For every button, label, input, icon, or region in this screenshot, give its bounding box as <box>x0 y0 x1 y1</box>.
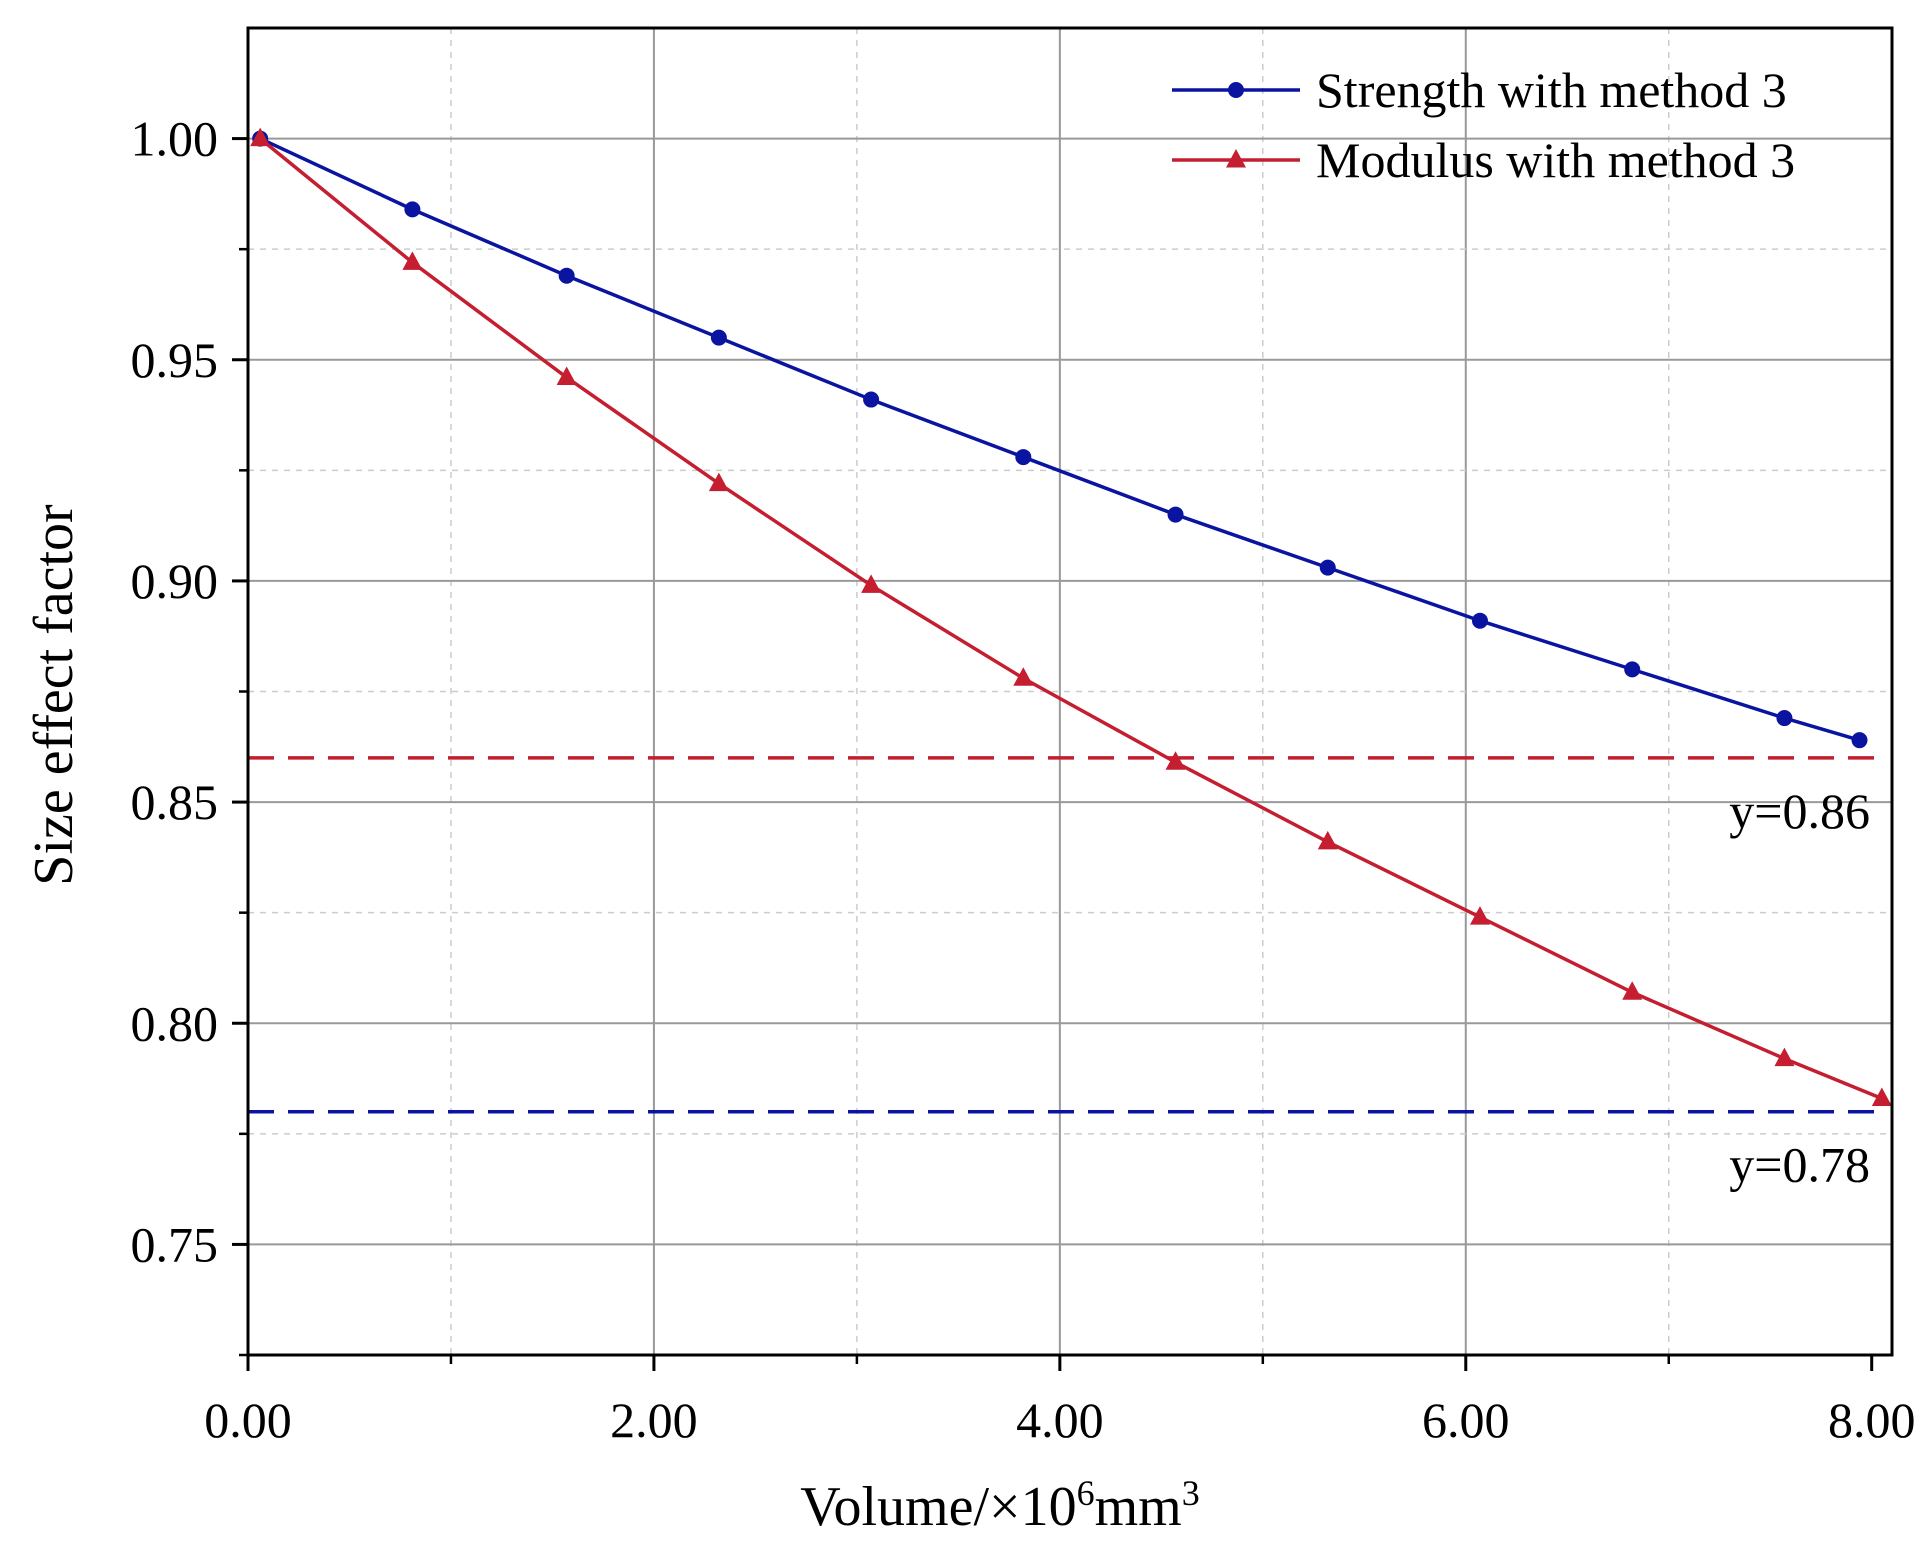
x-tick-label: 6.00 <box>1422 1392 1510 1448</box>
y-tick-label: 0.75 <box>131 1216 219 1272</box>
data-point <box>1167 506 1184 523</box>
x-axis-title-sup: 6 <box>1077 1473 1095 1513</box>
y-tick-label: 0.80 <box>131 995 219 1051</box>
data-point <box>556 366 577 385</box>
series-line <box>259 136 1861 742</box>
series-group <box>250 127 1892 1106</box>
reference-line-label: y=0.86 <box>1729 783 1870 839</box>
data-point <box>1317 830 1338 850</box>
x-axis-title: Volume/×106mm3 <box>800 1473 1199 1538</box>
data-point <box>1469 906 1490 925</box>
series-group <box>252 130 1868 749</box>
reference-lines: y=0.86 y=0.78 <box>248 756 1882 1193</box>
legend-label: Strength with method 3 <box>1316 62 1787 118</box>
data-point <box>1015 449 1032 466</box>
legend: Strength with method 3 Modulus with metho… <box>1172 62 1795 188</box>
y-tick-label: 0.85 <box>131 774 219 830</box>
data-point <box>1319 559 1336 576</box>
x-tick-label: 2.00 <box>610 1392 698 1448</box>
y-tick-label: 0.95 <box>131 332 219 388</box>
data-point <box>250 127 271 147</box>
data-point <box>1226 149 1246 168</box>
data-point <box>1228 82 1244 98</box>
x-axis-title-base: Volume/×10 <box>800 1476 1076 1538</box>
axis-ticks: 0.00 2.00 4.00 6.00 8.00 0.75 0.80 0.85 0.90 0.95… <box>131 111 1916 1448</box>
data-point <box>558 267 575 284</box>
x-tick-label: 8.00 <box>1828 1392 1916 1448</box>
data-point <box>708 472 729 492</box>
data-point <box>1013 667 1034 686</box>
data-point <box>1776 710 1793 727</box>
data-point <box>402 251 423 270</box>
reference-line-label: y=0.78 <box>1729 1137 1870 1193</box>
data-point <box>863 391 880 408</box>
data-point <box>861 574 882 593</box>
data-point <box>404 201 421 218</box>
x-axis-title-unit-sup: 3 <box>1182 1473 1200 1513</box>
legend-label: Modulus with method 3 <box>1316 132 1795 188</box>
data-point <box>1622 981 1643 1000</box>
data-point <box>1774 1047 1795 1067</box>
series-layer <box>250 127 1892 1106</box>
y-tick-label: 1.00 <box>131 111 219 167</box>
data-point <box>1871 1087 1892 1106</box>
data-point <box>1624 661 1641 678</box>
data-point <box>1165 751 1186 770</box>
x-axis-title-unit: mm <box>1095 1476 1182 1538</box>
data-point <box>1851 732 1868 749</box>
data-point <box>1471 612 1488 629</box>
series-line <box>259 137 1883 1101</box>
y-axis-title: Size effect factor <box>23 504 85 886</box>
x-tick-label: 4.00 <box>1016 1392 1104 1448</box>
y-tick-label: 0.90 <box>131 553 219 609</box>
data-point <box>710 329 727 346</box>
x-tick-label: 0.00 <box>204 1392 292 1448</box>
grid-layer <box>248 27 1892 1355</box>
